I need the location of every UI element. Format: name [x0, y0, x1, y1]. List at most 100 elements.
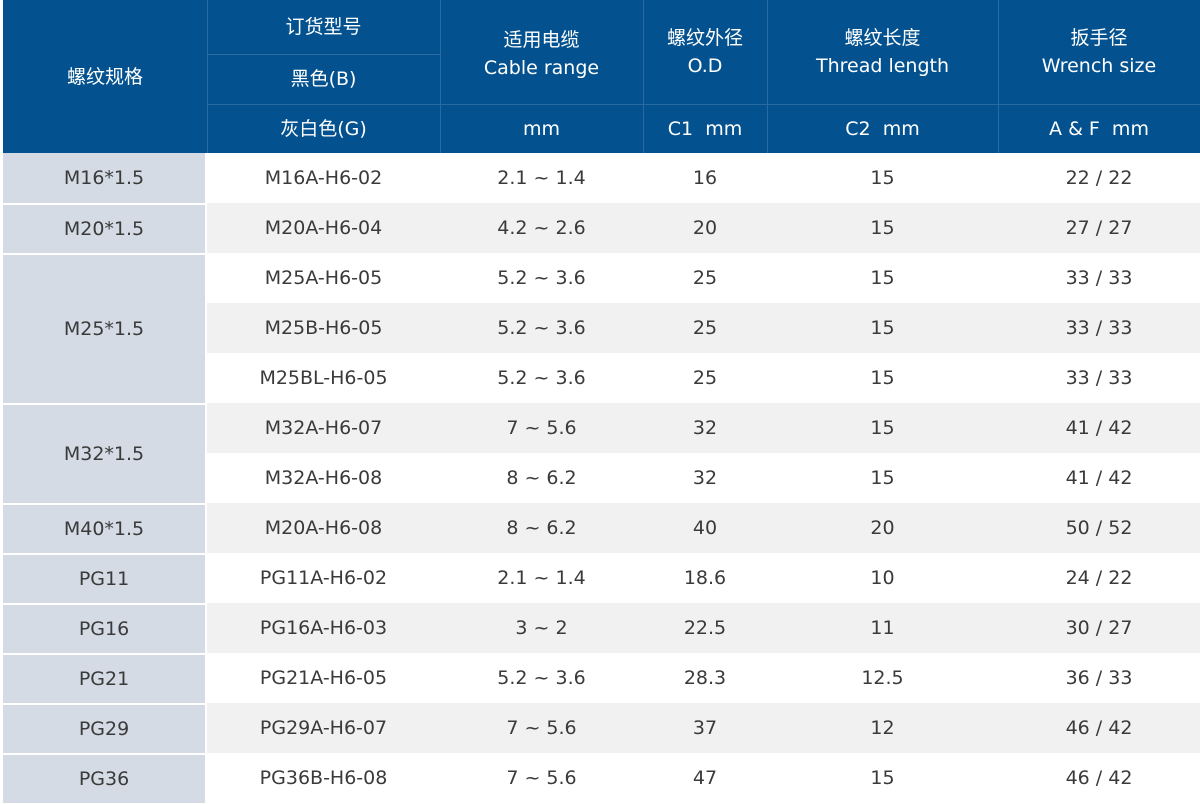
cell-od: 20	[692, 217, 718, 239]
cell-od: 37	[692, 717, 718, 739]
table-row: M25BL-H6-05 5.2 ~ 3.6 25 15 33 / 33	[207, 353, 1200, 403]
table-row: M25B-H6-05 5.2 ~ 3.6 25 15 33 / 33	[207, 303, 1200, 353]
thread-spec-label: M20*1.5	[63, 218, 145, 240]
header-divider	[643, 0, 644, 153]
cell-thread-length: 15	[870, 417, 895, 439]
cell-order-code: PG16A-H6-03	[259, 617, 388, 639]
thread-spec-label: M16*1.5	[63, 167, 145, 189]
cell-order-code: PG29A-H6-07	[259, 717, 388, 739]
cell-cable-range: 5.2 ~ 3.6	[497, 667, 586, 689]
header-od-en: O.D	[687, 55, 723, 77]
cell-od: 16	[692, 167, 718, 189]
cell-thread-spec: M20*1.5	[3, 205, 205, 253]
thread-spec-label: PG21	[78, 668, 130, 690]
cell-thread-spec: M25*1.5	[3, 255, 205, 403]
table-row: PG21A-H6-05 5.2 ~ 3.6 28.3 12.5 36 / 33	[207, 653, 1200, 703]
cell-wrench-size: 50 / 52	[1065, 517, 1133, 539]
thread-spec-label: M40*1.5	[63, 518, 145, 540]
cell-wrench-size: 30 / 27	[1065, 617, 1133, 639]
table-row: PG29A-H6-07 7 ~ 5.6 37 12 46 / 42	[207, 703, 1200, 753]
cell-order-code: M25BL-H6-05	[259, 367, 388, 389]
cell-cable-range: 2.1 ~ 1.4	[497, 167, 586, 189]
cell-od: 32	[692, 417, 718, 439]
cell-cable-range: 4.2 ~ 2.6	[497, 217, 586, 239]
cell-wrench-size: 22 / 22	[1065, 167, 1133, 189]
cell-wrench-size: 24 / 22	[1065, 567, 1133, 589]
header-thread: 螺纹长度 Thread length	[767, 0, 998, 104]
header-thread-en: Thread length	[815, 55, 950, 77]
table-row: PG36B-H6-08 7 ~ 5.6 47 15 46 / 42	[207, 753, 1200, 803]
header-thread-cn: 螺纹长度	[844, 27, 921, 49]
header-spec: 螺纹规格	[3, 0, 207, 153]
header-thread-unit-label: C2 mm	[845, 117, 920, 140]
header-wrench: 扳手径 Wrench size	[998, 0, 1200, 104]
cell-wrench-size: 46 / 42	[1065, 767, 1133, 789]
cell-od: 25	[692, 367, 718, 389]
header-divider	[440, 0, 441, 153]
table-row: PG16A-H6-03 3 ~ 2 22.5 11 30 / 27	[207, 603, 1200, 653]
header-od-unit-label: C1 mm	[667, 117, 743, 140]
header-black: 黑色(B)	[207, 54, 440, 104]
cell-thread-length: 15	[870, 167, 895, 189]
cell-cable-range: 7 ~ 5.6	[506, 417, 577, 439]
header-cable-cn: 适用电缆	[503, 29, 580, 51]
cell-od: 28.3	[683, 667, 727, 689]
cell-wrench-size: 27 / 27	[1065, 217, 1133, 239]
header-wrench-cn: 扳手径	[1070, 27, 1128, 49]
table-header: 螺纹规格 订货型号 黑色(B) 灰白色(G) 适用电缆 Cable range …	[3, 0, 1200, 153]
header-cable-unit: mm	[440, 104, 643, 153]
cell-order-code: M16A-H6-02	[264, 167, 383, 189]
cell-cable-range: 5.2 ~ 3.6	[497, 317, 586, 339]
cell-thread-length: 12	[870, 717, 895, 739]
cell-order-code: M20A-H6-04	[264, 217, 383, 239]
cell-thread-length: 20	[870, 517, 895, 539]
table-row: PG11A-H6-02 2.1 ~ 1.4 18.6 10 24 / 22	[207, 553, 1200, 603]
cell-order-code: M32A-H6-07	[264, 417, 383, 439]
cell-thread-spec: M32*1.5	[3, 405, 205, 503]
cell-wrench-size: 41 / 42	[1065, 417, 1133, 439]
cell-cable-range: 5.2 ~ 3.6	[497, 367, 586, 389]
thread-spec-label: PG36	[78, 768, 130, 790]
thread-spec-label: M25*1.5	[63, 318, 145, 340]
cell-cable-range: 8 ~ 6.2	[506, 467, 577, 489]
header-wrench-en: Wrench size	[1041, 55, 1157, 77]
cell-wrench-size: 41 / 42	[1065, 467, 1133, 489]
header-order-code: 订货型号	[207, 0, 440, 54]
spec-table: 螺纹规格 订货型号 黑色(B) 灰白色(G) 适用电缆 Cable range …	[3, 0, 1200, 803]
cell-thread-spec: M16*1.5	[3, 153, 205, 203]
cell-wrench-size: 46 / 42	[1065, 717, 1133, 739]
cell-cable-range: 5.2 ~ 3.6	[497, 267, 586, 289]
header-od-unit: C1 mm	[643, 104, 767, 153]
cell-order-code: M25A-H6-05	[264, 267, 383, 289]
cell-od: 18.6	[683, 567, 727, 589]
cell-order-code: PG21A-H6-05	[259, 667, 388, 689]
cell-od: 22.5	[683, 617, 727, 639]
cell-order-code: PG11A-H6-02	[259, 567, 388, 589]
header-cable-unit-label: mm	[522, 117, 561, 140]
cell-thread-length: 10	[870, 567, 895, 589]
header-wrench-unit: A & F mm	[998, 104, 1200, 153]
header-od: 螺纹外径 O.D	[643, 0, 767, 104]
header-cable-en: Cable range	[483, 57, 600, 79]
cell-order-code: PG36B-H6-08	[259, 767, 388, 789]
table-row: M20A-H6-08 8 ~ 6.2 40 20 50 / 52	[207, 503, 1200, 553]
cell-cable-range: 8 ~ 6.2	[506, 517, 577, 539]
cell-thread-spec: PG29	[3, 705, 205, 753]
cell-od: 25	[692, 317, 718, 339]
header-cable: 适用电缆 Cable range	[440, 0, 643, 106]
thread-spec-label: PG29	[78, 718, 130, 740]
cell-thread-length: 12.5	[861, 667, 904, 689]
cell-cable-range: 2.1 ~ 1.4	[497, 567, 586, 589]
cell-order-code: M20A-H6-08	[264, 517, 383, 539]
cell-cable-range: 7 ~ 5.6	[506, 767, 577, 789]
header-grey: 灰白色(G)	[207, 104, 440, 153]
cell-thread-spec: M40*1.5	[3, 505, 205, 553]
header-divider	[767, 0, 768, 153]
header-black-label: 黑色(B)	[290, 68, 357, 90]
header-grey-label: 灰白色(G)	[280, 117, 367, 140]
cell-cable-range: 3 ~ 2	[515, 617, 568, 639]
cell-order-code: M32A-H6-08	[264, 467, 383, 489]
thread-spec-label: M32*1.5	[63, 443, 145, 465]
cell-thread-length: 15	[870, 217, 895, 239]
cell-order-code: M25B-H6-05	[264, 317, 383, 339]
